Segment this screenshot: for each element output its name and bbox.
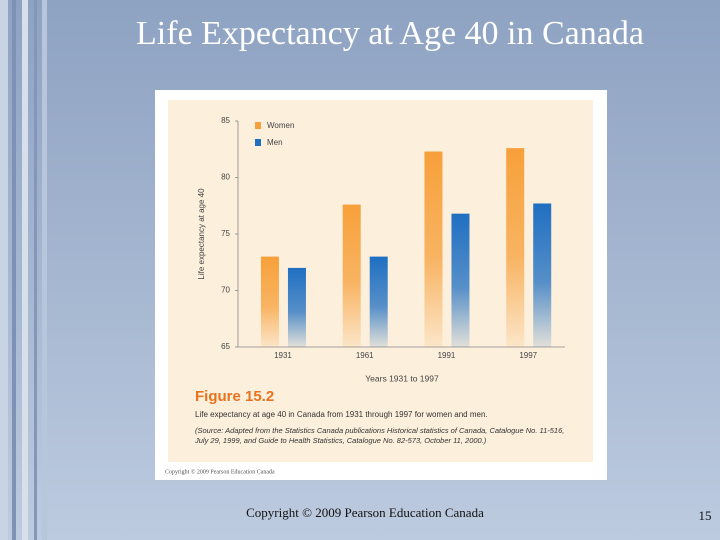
figure-caption: Life expectancy at age 40 in Canada from… — [195, 410, 488, 419]
bar — [260, 256, 279, 347]
x-axis-label: Years 1931 to 1997 — [365, 373, 439, 383]
stripe — [12, 0, 16, 540]
bar — [451, 213, 470, 347]
bar — [533, 203, 552, 347]
x-tick-label: 1961 — [356, 351, 374, 360]
x-tick-label: 1931 — [274, 351, 292, 360]
y-tick-label: 80 — [221, 173, 230, 182]
y-tick-label: 70 — [221, 286, 230, 295]
y-axis-label: Life expectancy at age 40 — [197, 188, 206, 280]
figure-source: (Source: Adapted from the Statistics Can… — [195, 426, 565, 445]
legend-swatch — [255, 122, 261, 129]
x-tick-label: 1991 — [438, 351, 456, 360]
stripe — [42, 0, 47, 540]
y-tick-label: 65 — [221, 342, 230, 351]
y-tick-label: 75 — [221, 229, 230, 238]
x-tick-label: 1997 — [519, 351, 537, 360]
bar — [287, 267, 306, 347]
slide-title: Life Expectancy at Age 40 in Canada — [136, 15, 644, 52]
legend-label: Men — [267, 138, 283, 147]
bar — [342, 204, 361, 347]
figure-copyright: Copyright © 2009 Pearson Education Canad… — [165, 468, 275, 475]
bar — [424, 151, 443, 347]
bar — [369, 256, 388, 347]
y-tick-label: 85 — [221, 116, 230, 125]
bar — [506, 148, 525, 347]
stripe — [22, 0, 28, 540]
figure-label: Figure 15.2 — [195, 388, 275, 405]
stripe — [34, 0, 37, 540]
footer: Copyright © 2009 Pearson Education Canad… — [246, 505, 484, 520]
page-number: 15 — [699, 508, 712, 523]
legend-label: Women — [267, 121, 294, 130]
stripe — [0, 0, 8, 540]
legend-swatch — [255, 139, 261, 146]
